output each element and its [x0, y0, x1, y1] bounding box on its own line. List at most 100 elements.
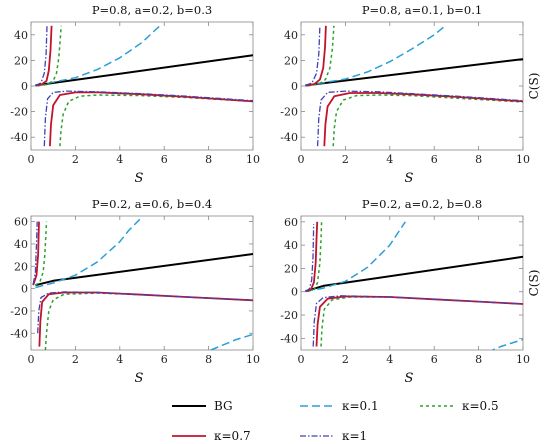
series-line-κ=0.1-branch2: [490, 338, 523, 350]
y-axis-label: C(S): [527, 270, 541, 297]
series-line-BG: [35, 253, 253, 287]
series-line-BG: [305, 58, 523, 87]
series-line-κ=0.1: [35, 218, 141, 289]
legend-label: κ=0.1: [342, 399, 379, 413]
x-tick-label: 8: [205, 353, 212, 366]
series-line-κ=0.5: [34, 221, 48, 286]
chart-panel-3: 0 2 4 6 8 10 -40 -20 0 20 40 60 P=0.2, a=0.6, b=0.4 S: [10, 197, 260, 386]
series-line-κ=0.5: [307, 221, 323, 293]
series-line-κ=0.7-branch2: [315, 295, 523, 347]
plot-frame: [300, 21, 524, 151]
x-tick-label: 10: [246, 153, 260, 166]
series-line-κ=0.5-branch2: [320, 296, 523, 347]
series-line-κ=0.1: [35, 25, 161, 87]
y-tick-label: 20: [284, 54, 298, 67]
chart-title: P=0.2, a=0.2, b=0.8: [362, 197, 482, 211]
series-line-κ=1: [35, 25, 48, 87]
plot-frame: [30, 21, 254, 151]
x-tick-label: 2: [342, 353, 349, 366]
y-tick-label: 20: [14, 260, 28, 273]
y-tick-label: 40: [14, 29, 28, 42]
y-tick-label: 0: [291, 286, 298, 299]
x-tick-label: 8: [475, 153, 482, 166]
x-tick-label: 0: [28, 153, 35, 166]
x-tick-label: 0: [28, 353, 35, 366]
chart-panel-2: 0 2 4 6 8 10 -40 -20 0 20 40 P=0.8, a=0.1, b=0.1 S C(…: [280, 3, 541, 186]
y-tick-label: 40: [14, 238, 28, 251]
x-tick-label: 4: [386, 153, 393, 166]
x-axis-label: S: [405, 171, 414, 186]
x-axis-label: S: [135, 371, 144, 386]
y-tick-label: -20: [280, 106, 298, 119]
y-tick-label: 20: [284, 262, 298, 275]
x-tick-label: 6: [431, 353, 438, 366]
x-tick-label: 0: [298, 353, 305, 366]
legend-label: κ=1: [342, 429, 367, 443]
series-line-κ=0.5: [37, 25, 62, 87]
x-tick-label: 8: [475, 353, 482, 366]
series-line-κ=1-branch2: [43, 90, 253, 147]
plot-frame: [30, 215, 254, 351]
series-line-κ=0.7-branch2: [38, 291, 253, 347]
x-tick-label: 2: [72, 153, 79, 166]
series-line-κ=0.1: [305, 221, 406, 292]
x-tick-label: 2: [342, 153, 349, 166]
chart-title: P=0.8, a=0.1, b=0.1: [362, 3, 482, 17]
x-axis-label: S: [135, 171, 144, 186]
series-line-κ=0.7: [305, 221, 319, 293]
x-tick-label: 6: [161, 353, 168, 366]
y-tick-label: 20: [14, 54, 28, 67]
x-tick-label: 4: [116, 353, 123, 366]
series-line-κ=1-branch2: [312, 295, 523, 347]
series-line-κ=0.7-branch2: [49, 91, 253, 147]
chart-title: P=0.8, a=0.2, b=0.3: [92, 3, 212, 17]
series-line-κ=0.5-branch2: [59, 94, 253, 147]
series-line-κ=1-branch2: [37, 291, 253, 334]
x-tick-label: 10: [516, 353, 530, 366]
x-tick-label: 2: [72, 353, 79, 366]
series-line-κ=0.7: [35, 25, 53, 87]
legend-entry: κ=0.5: [420, 399, 499, 413]
series-line-κ=1-branch2: [316, 90, 523, 147]
y-axis-label: C(S): [527, 73, 541, 100]
x-axis-label: S: [405, 371, 414, 386]
series-line-κ=1: [305, 25, 321, 87]
legend-entry: κ=1: [300, 429, 367, 443]
x-tick-label: 4: [116, 153, 123, 166]
legend-label: κ=0.5: [462, 399, 499, 413]
legend-label: BG: [214, 399, 233, 413]
legend-entry: κ=0.1: [300, 399, 379, 413]
legend-entry: BG: [172, 399, 233, 413]
series-line-κ=1: [305, 224, 315, 292]
series-line-κ=0.5-branch2: [332, 94, 523, 147]
chart-title: P=0.2, a=0.6, b=0.4: [92, 197, 212, 211]
x-tick-label: 10: [516, 153, 530, 166]
series-line-κ=0.1: [305, 25, 446, 87]
legend-label: κ=0.7: [214, 429, 251, 443]
series-line-κ=0.1-branch2: [210, 333, 253, 350]
y-tick-label: 0: [291, 80, 298, 93]
x-tick-label: 6: [161, 153, 168, 166]
chart-panel-1: 0 2 4 6 8 10 -40 -20 0 20 40 P=0.8, a=0.2, b=0.3 S: [10, 3, 260, 186]
series-line-κ=0.7: [305, 25, 327, 87]
y-tick-label: -40: [280, 332, 298, 345]
y-tick-label: -20: [280, 309, 298, 322]
series-line-BG: [35, 54, 253, 87]
y-tick-label: -40: [280, 131, 298, 144]
series-line-κ=0.7: [32, 221, 40, 286]
series-line-κ=0.5-branch2: [44, 292, 253, 350]
series-line-κ=1: [32, 221, 38, 285]
x-tick-label: 4: [386, 353, 393, 366]
legend: BG κ=0.1 κ=0.5 κ=0.7 κ=1: [172, 399, 499, 443]
y-tick-label: 40: [284, 239, 298, 252]
y-tick-label: 60: [284, 216, 298, 229]
chart-panel-4: 0 2 4 6 8 10 -40 -20 0 20 40 60 P=0.2, a=0.2, b=0.8 S…: [280, 197, 541, 386]
y-tick-label: -20: [10, 305, 28, 318]
y-tick-label: -40: [10, 327, 28, 340]
y-tick-label: 40: [284, 29, 298, 42]
series-line-κ=0.7-branch2: [323, 92, 523, 147]
x-tick-label: 10: [246, 353, 260, 366]
y-tick-label: -20: [10, 106, 28, 119]
y-tick-label: 60: [14, 216, 28, 229]
